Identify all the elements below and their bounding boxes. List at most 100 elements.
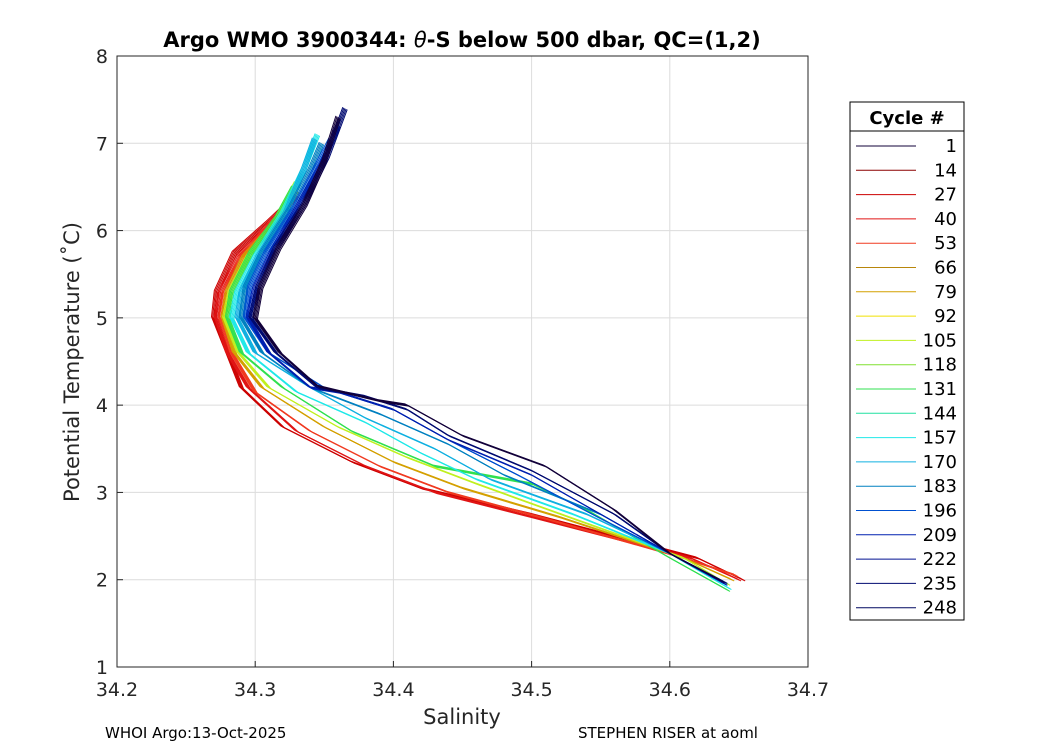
y-tick-label: 3 [96,482,108,504]
x-tick-label: 34.5 [510,679,552,701]
profile-lines [211,107,746,592]
profile-line [248,107,724,582]
profile-line [243,138,725,584]
profile-line [213,195,744,581]
y-tick-label: 1 [96,657,108,679]
legend-label: 53 [934,233,957,254]
profile-line [247,139,728,586]
profile-line [242,137,724,584]
profile-line [247,125,726,585]
legend-label: 170 [923,452,957,473]
profile-line [249,107,725,583]
y-tick-label: 4 [96,395,108,417]
profile-line [221,195,738,577]
legend-label: 222 [923,549,957,570]
legend-label: 235 [923,573,957,594]
grid-lines [116,55,809,668]
profile-line [221,190,732,580]
x-tick-label: 34.6 [649,679,691,701]
profile-line [222,191,733,581]
profile-line [218,200,742,582]
y-axis-ticks: 1 2 3 4 5 6 7 8 [96,46,123,679]
title-prefix: Argo WMO 3900344: [163,28,414,52]
x-axis-label: Salinity [423,705,501,729]
legend-label: 118 [923,355,957,376]
x-tick-label: 34.2 [96,679,138,701]
legend: Cycle # 1 14 27 40 53 66 79 92 105 118 131 144 157 17… [849,101,965,621]
profile-line [224,191,734,581]
y-tick-label: 8 [96,46,108,68]
legend-label: 131 [923,379,957,400]
profile-line [224,185,726,590]
profile-line [226,183,731,586]
profile-line [246,125,725,584]
profile-line [226,186,727,591]
profile-line [214,195,745,581]
profile-line [228,187,730,592]
profile-line [220,189,731,579]
profile-line [217,194,735,575]
profile-line [224,182,729,585]
profile-line [239,142,725,583]
profile-line [225,182,730,586]
legend-label: 105 [923,330,957,351]
profile-line [227,186,729,591]
profile-line [246,139,727,586]
x-tick-label: 34.4 [372,679,414,701]
profile-line [240,143,726,583]
profile-line [251,108,727,584]
plot-area [116,55,809,668]
legend-label: 144 [923,403,957,424]
profile-line [235,138,725,584]
x-tick-label: 34.7 [787,679,829,701]
legend-label: 14 [934,160,957,181]
profile-line [229,187,731,592]
profile-line [255,117,724,583]
profile-line [222,181,726,584]
legend-label: 248 [923,598,957,619]
legend-label: 157 [923,428,957,449]
chart-title: Argo WMO 3900344: θ-S below 500 dbar, QC… [163,28,760,52]
profile-line [225,192,735,582]
profile-line [250,108,726,583]
legend-items: 1 14 27 40 53 66 79 92 105 118 131 144 157 170 183 196 2… [856,136,957,619]
title-theta: θ [414,28,427,52]
y-tick-label: 6 [96,221,108,243]
profile-line [242,143,727,584]
profile-line [252,109,728,584]
profile-line [215,196,746,582]
y-tick-label: 5 [96,308,108,330]
footer-credit: STEPHEN RISER at aoml [578,724,758,742]
profile-line [237,139,727,586]
legend-label: 92 [934,306,957,327]
profile-line [250,126,728,586]
legend-label: 27 [934,185,957,206]
x-tick-label: 34.3 [234,679,276,701]
x-axis-ticks: 34.2 34.3 34.4 34.5 34.6 34.7 [96,661,829,701]
legend-box [849,101,965,621]
profile-line [223,181,727,584]
title-suffix: -S below 500 dbar, QC=(1,2) [427,28,761,52]
profile-line [245,138,726,585]
legend-label: 40 [934,209,957,230]
profile-line [254,116,723,582]
profile-line [238,139,728,586]
legend-label: 196 [923,501,957,522]
legend-label: 66 [934,258,957,279]
profile-line [252,115,721,581]
y-tick-label: 2 [96,570,108,592]
profile-line [222,196,739,578]
profile-line [245,124,724,584]
profile-line [256,118,725,584]
legend-label: 1 [946,136,957,157]
y-axis-label: Potential Temperature (˚C) [60,222,84,502]
legend-label: 183 [923,476,957,497]
profile-line [233,135,732,591]
footer-source-date: WHOI Argo:13-Oct-2025 [105,724,287,742]
profile-line [236,138,726,585]
legend-title: Cycle # [869,108,944,129]
profile-line [219,194,736,576]
legend-label: 79 [934,282,957,303]
legend-label: 209 [923,525,957,546]
